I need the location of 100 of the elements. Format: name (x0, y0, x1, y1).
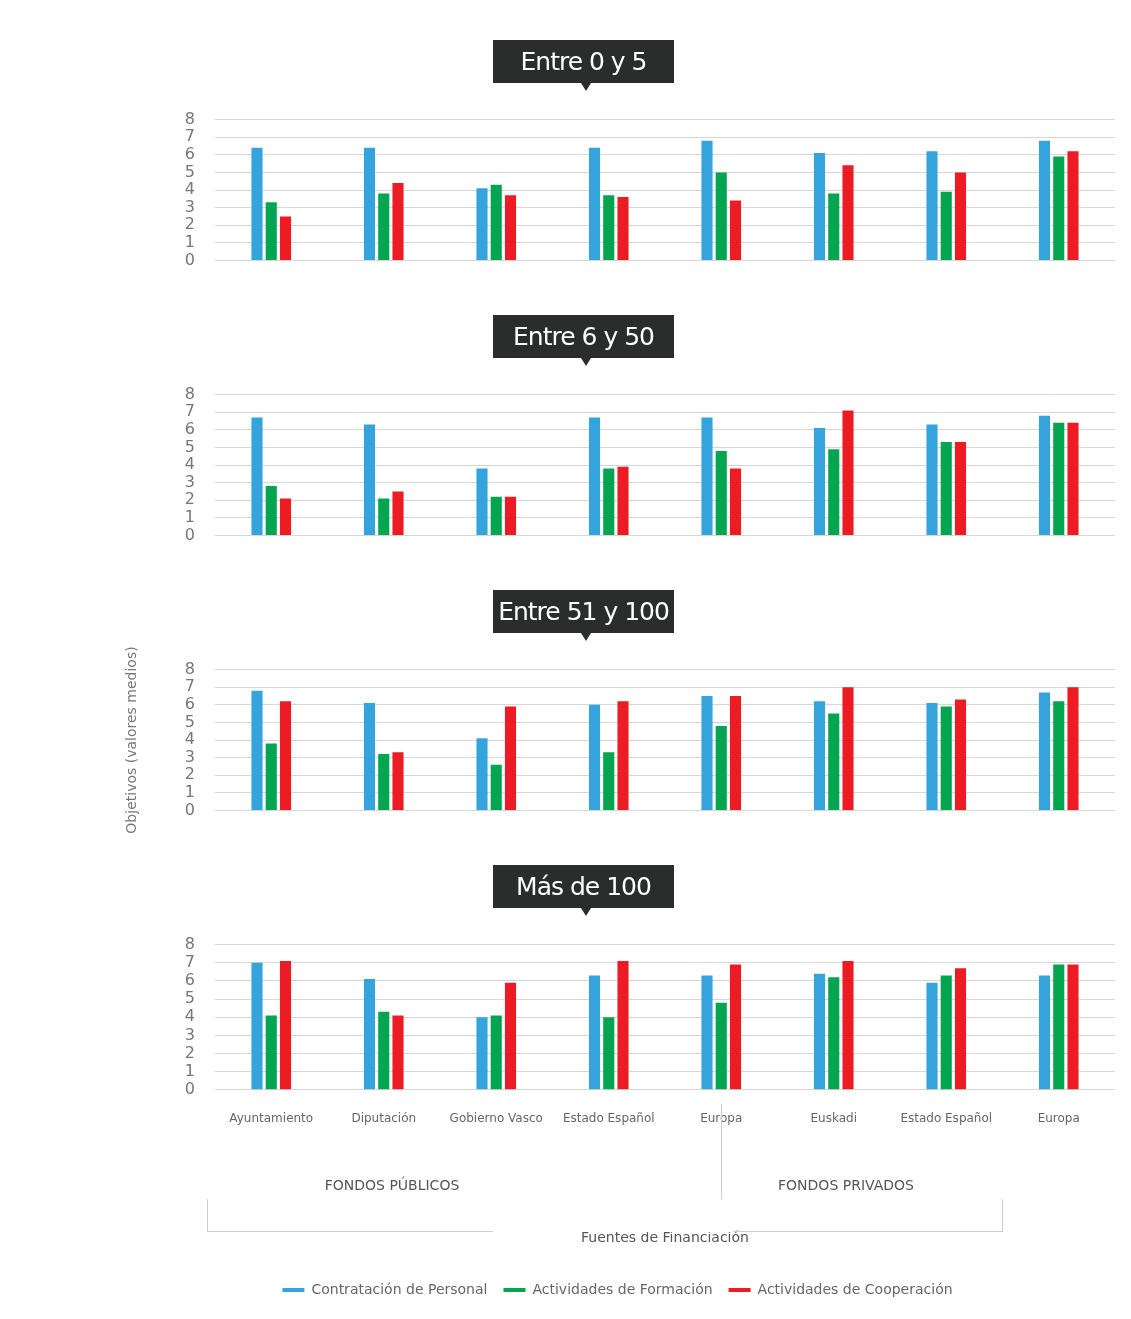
text: FONDOS PÚBLICOS (324, 1177, 460, 1193)
bar (1038, 415, 1051, 535)
chart-title: Entre 6 y 50 (493, 315, 674, 358)
bar (715, 1002, 727, 1090)
bar (828, 977, 840, 1090)
bar (251, 962, 263, 1090)
y-tick-label: 0 (184, 799, 195, 819)
bar (729, 468, 742, 535)
bar (265, 1015, 277, 1090)
y-tick-label: 4 (184, 454, 195, 474)
bar (828, 193, 840, 260)
bar (363, 979, 376, 1090)
y-tick-label: 0 (184, 1078, 195, 1098)
bar (279, 498, 292, 535)
y-tick-label: 6 (184, 970, 195, 990)
bar (1053, 156, 1065, 260)
bar (588, 147, 601, 260)
bar (251, 147, 263, 260)
bar (378, 193, 390, 260)
bar (392, 752, 404, 810)
bar (363, 703, 376, 810)
bar (1067, 151, 1079, 260)
bar (701, 417, 713, 535)
bar (504, 706, 517, 810)
bar (603, 1017, 615, 1090)
bar (279, 701, 292, 810)
bar (504, 195, 517, 260)
y-tick-label: 7 (184, 126, 195, 146)
bar (378, 1011, 390, 1090)
bar (279, 960, 292, 1090)
bar (265, 743, 277, 810)
chart-title: Entre 0 y 5 (493, 40, 674, 83)
y-tick-label: 2 (184, 214, 195, 234)
bar (940, 442, 952, 535)
bar (954, 968, 967, 1090)
bar (842, 960, 854, 1090)
legend-label: Actividades de Cooperación (757, 1280, 953, 1297)
bar (828, 713, 840, 810)
bar (729, 200, 742, 260)
y-tick-label: 1 (184, 231, 195, 251)
bar (954, 442, 967, 535)
bar (392, 182, 404, 260)
y-tick-label: 8 (184, 383, 195, 403)
bar (617, 960, 629, 1090)
bar (1038, 692, 1051, 810)
y-tick-label: 4 (184, 1006, 195, 1026)
bar (842, 410, 854, 535)
y-tick-label: 3 (184, 1024, 195, 1044)
y-tick-label: 0 (184, 249, 195, 269)
bar (588, 417, 601, 535)
bar (617, 701, 629, 810)
y-tick-label: 6 (184, 693, 195, 713)
bar (1038, 975, 1051, 1090)
bar (392, 491, 404, 535)
bar (504, 496, 517, 535)
bar (813, 153, 826, 260)
chart-title: Más de 100 (493, 865, 674, 908)
bar (940, 706, 952, 810)
y-tick-label: 3 (184, 196, 195, 216)
bar (926, 424, 938, 535)
x-tick-label: Estado Español (900, 1111, 993, 1126)
x-tick-label: Ayuntamiento (229, 1111, 314, 1126)
bar (392, 1015, 404, 1090)
y-axis-title: Objetivos (valores medios) (123, 646, 140, 834)
bar (828, 449, 840, 535)
bar (701, 696, 713, 810)
x-tick-label: Euskadi (810, 1111, 857, 1126)
bar (504, 982, 517, 1090)
bar (490, 764, 502, 810)
chart-title: Entre 51 y 100 (493, 590, 674, 633)
bar (842, 687, 854, 810)
x-tick-label: Estado Español (562, 1111, 655, 1126)
y-tick-label: 5 (184, 161, 195, 181)
bar (954, 699, 967, 810)
bar (1038, 140, 1051, 260)
x-tick-label: Diputación (351, 1111, 417, 1126)
y-tick-label: 8 (184, 108, 195, 128)
y-tick-label: 2 (184, 489, 195, 509)
legend-label: Contratación de Personal (311, 1280, 488, 1297)
bar (476, 738, 488, 810)
x-tick-label: Europa (700, 1111, 743, 1126)
bar (265, 202, 277, 260)
bar (603, 195, 615, 260)
bar (701, 140, 713, 260)
bar (940, 191, 952, 260)
bar (490, 496, 502, 535)
y-tick-label: 1 (184, 781, 195, 801)
bar (813, 428, 826, 535)
bar (1053, 422, 1065, 535)
bar (842, 165, 854, 260)
y-tick-label: 4 (184, 179, 195, 199)
y-tick-label: 0 (184, 524, 195, 544)
y-tick-label: 5 (184, 988, 195, 1008)
bar (1067, 422, 1079, 535)
bar (1053, 701, 1065, 810)
bar (588, 704, 601, 810)
bar (378, 754, 390, 810)
bar (715, 450, 727, 535)
x-tick-label: Europa (1037, 1111, 1080, 1126)
bar (701, 975, 713, 1090)
